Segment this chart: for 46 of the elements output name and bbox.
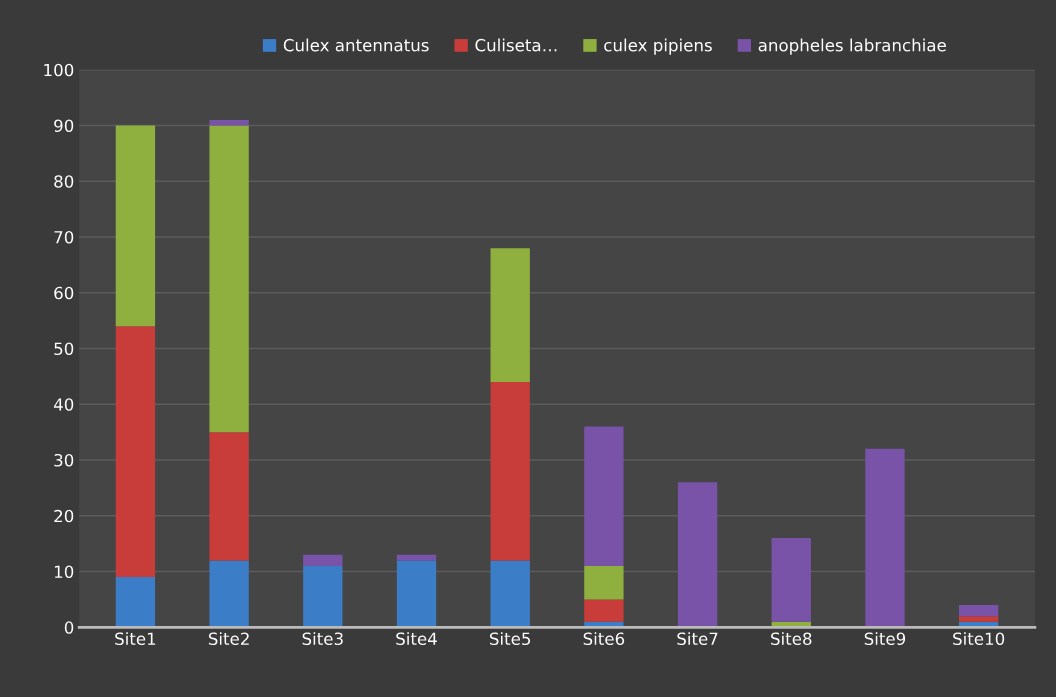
y-tick-label: 0: [64, 621, 74, 634]
y-tick-label: 40: [53, 398, 74, 411]
bar: [209, 119, 249, 126]
bar: [771, 538, 811, 622]
bar: [209, 125, 249, 433]
y-tick-label: 50: [54, 342, 74, 356]
x-tick-label: Site2: [208, 632, 249, 646]
bar: [303, 554, 343, 566]
bar: [303, 565, 343, 628]
bar: [584, 599, 624, 622]
y-tick-label: 100: [44, 63, 74, 77]
x-tick-label: Site5: [489, 632, 531, 646]
x-tick-label: Site10: [953, 632, 1005, 646]
x-tick-label: Site8: [771, 632, 812, 646]
bar: [958, 616, 999, 622]
bar: [677, 482, 718, 628]
bar: [865, 448, 905, 628]
x-tick-label: Site3: [302, 632, 343, 646]
y-tick-label: 80: [54, 175, 74, 188]
legend-label: Culiseta…: [475, 38, 557, 52]
y-tick-label: 20: [54, 509, 74, 523]
x-tick-label: Site1: [115, 632, 156, 646]
legend-label: anopheles labranchiae: [758, 38, 946, 55]
y-tick-label: 30: [54, 453, 74, 467]
bar: [396, 560, 437, 628]
bar: [115, 577, 156, 628]
bar: [209, 560, 249, 628]
bar: [584, 426, 624, 566]
y-tick-label: 60: [54, 286, 74, 300]
x-tick-label: Site4: [396, 632, 437, 646]
bar: [209, 432, 249, 561]
legend-label: Culex antennatus: [283, 38, 429, 52]
bar: [584, 565, 624, 600]
bar: [958, 605, 999, 617]
bar: [490, 560, 530, 628]
bar: [115, 326, 156, 578]
x-tick-label: Site6: [583, 632, 625, 646]
bar: [490, 381, 530, 561]
x-tick-label: Site7: [677, 632, 718, 646]
y-tick-label: 10: [54, 565, 74, 579]
legend-label: culex pipiens: [604, 38, 712, 55]
y-tick-label: 90: [54, 119, 74, 133]
y-tick-label: 70: [54, 230, 74, 244]
bar: [115, 125, 156, 327]
bar: [490, 248, 530, 382]
x-tick-label: Site9: [864, 632, 906, 646]
